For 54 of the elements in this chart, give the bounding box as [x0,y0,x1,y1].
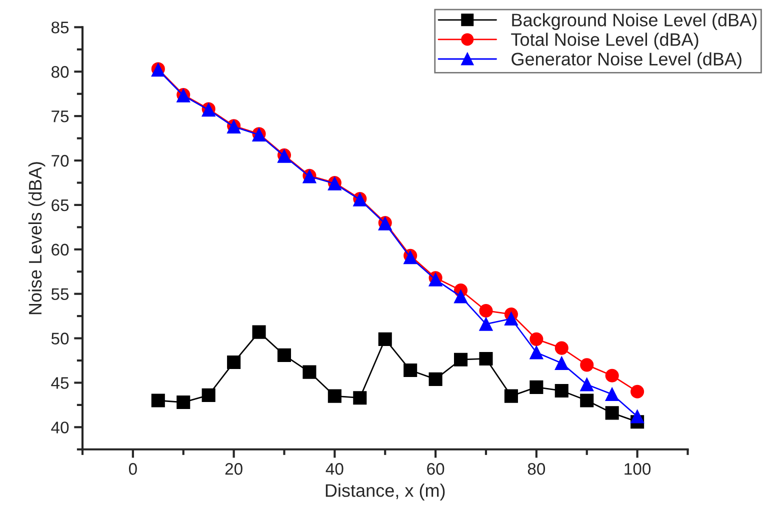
y-tick-label: 50 [51,332,69,344]
y-tick-label: 60 [52,244,69,256]
point [202,388,216,402]
point [630,410,644,424]
point [479,304,493,318]
y-tick-label: 85 [51,22,69,34]
x-tick-label: 80 [528,463,546,475]
point [580,358,594,372]
point [428,372,442,386]
point [605,406,619,420]
x-tick-label: 100 [624,463,651,475]
point [454,352,468,366]
point [176,396,190,410]
x-tick-label: 40 [326,463,344,475]
point [580,378,594,392]
point [404,364,418,378]
y-tick-label: 55 [51,288,69,300]
point [580,394,594,408]
point [353,391,367,405]
x-tick-label: 0 [128,463,137,475]
y-tick-label: 45 [51,377,69,389]
point [454,290,468,304]
point [530,332,544,346]
point [328,389,342,403]
x-tick-label: 60 [427,463,444,475]
point [302,365,316,379]
y-tick-label: 70 [52,154,69,167]
x-axis-title: Distance, x (m) [326,484,445,500]
y-tick-label: 40 [51,422,69,434]
y-tick-label: 80 [51,66,69,78]
point [554,356,568,370]
point [227,356,241,370]
legend-label: Background Noise Level (dBA) [512,13,756,30]
point [530,346,544,360]
y-tick-label: 65 [52,199,69,212]
legend-label: Total Noise Level (dBA) [511,32,698,50]
point [605,388,619,402]
point [554,341,568,355]
point [630,384,644,398]
point [479,317,493,331]
point [504,312,518,326]
point [277,348,292,362]
x-tick-label: 20 [225,463,242,475]
point [605,368,619,382]
point [378,332,392,346]
point [252,325,266,339]
point [530,380,544,394]
point [554,384,568,398]
legend-label: Generator Noise Level (dBA) [512,52,742,70]
y-tick-label: 75 [52,110,69,122]
point [504,389,518,403]
y-axis-title: Noise Levels (dBA) [28,162,46,314]
point [479,352,493,366]
point [151,394,165,408]
